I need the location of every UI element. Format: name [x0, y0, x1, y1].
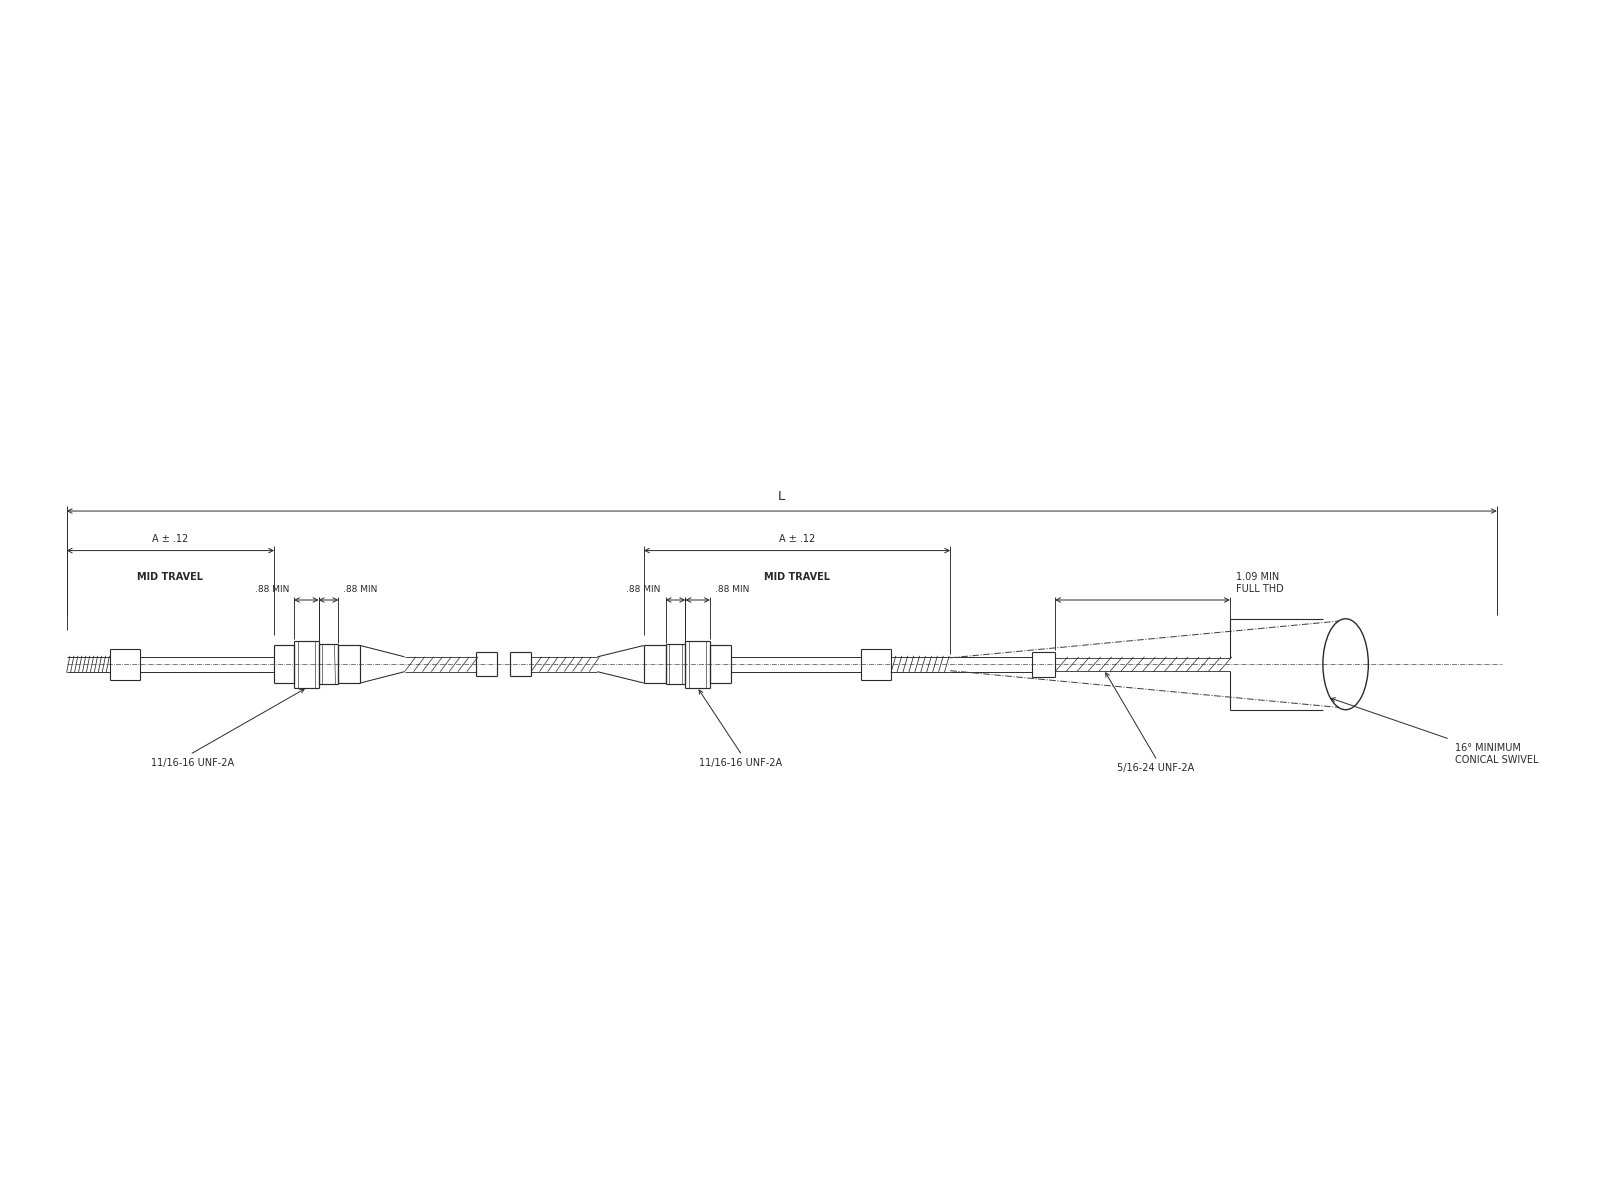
- Text: L: L: [778, 490, 786, 503]
- Text: A ± .12: A ± .12: [152, 534, 189, 544]
- Text: 16° MINIMUM
CONICAL SWIVEL: 16° MINIMUM CONICAL SWIVEL: [1456, 743, 1539, 764]
- Text: .88 MIN: .88 MIN: [254, 586, 290, 594]
- Text: 5/16-24 UNF-2A: 5/16-24 UNF-2A: [1117, 763, 1195, 773]
- Text: 11/16-16 UNF-2A: 11/16-16 UNF-2A: [699, 758, 782, 768]
- Text: MID TRAVEL: MID TRAVEL: [138, 572, 203, 582]
- Text: 1.09 MIN
FULL THD: 1.09 MIN FULL THD: [1235, 572, 1283, 594]
- Text: .88 MIN: .88 MIN: [344, 586, 378, 594]
- Text: .88 MIN: .88 MIN: [626, 586, 661, 594]
- Text: .88 MIN: .88 MIN: [715, 586, 749, 594]
- Text: 11/16-16 UNF-2A: 11/16-16 UNF-2A: [150, 758, 234, 768]
- Text: A ± .12: A ± .12: [779, 534, 814, 544]
- Text: MID TRAVEL: MID TRAVEL: [765, 572, 830, 582]
